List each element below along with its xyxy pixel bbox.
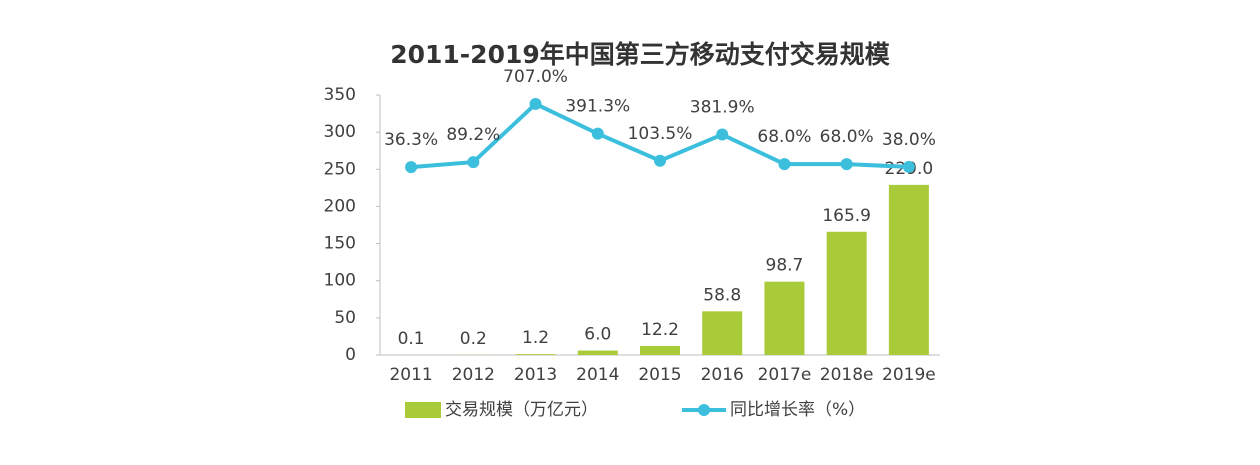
x-tick-label: 2015: [638, 365, 681, 385]
data-label: 12.2: [641, 320, 679, 340]
y-tick-label: 250: [324, 159, 356, 179]
data-label: 89.2%: [446, 125, 500, 145]
data-label: 68.0%: [820, 127, 874, 147]
data-label: 98.7: [766, 256, 804, 276]
data-label: 36.3%: [384, 130, 438, 150]
data-label: 6.0: [584, 325, 611, 345]
data-label: 165.9: [822, 206, 871, 226]
legend-swatch: [698, 404, 710, 416]
y-tick-label: 100: [324, 271, 356, 291]
data-label: 0.2: [460, 329, 487, 349]
line-point: [467, 156, 480, 169]
data-label: 0.1: [398, 329, 425, 349]
x-tick-label: 2013: [514, 365, 557, 385]
x-tick-label: 2019e: [882, 365, 936, 385]
y-tick-label: 0: [345, 345, 356, 365]
data-label: 58.8: [703, 285, 741, 305]
line-point: [716, 128, 729, 141]
line-point: [840, 158, 853, 171]
y-tick-label: 150: [324, 234, 356, 254]
x-tick-label: 2014: [576, 365, 619, 385]
legend-label: 交易规模（万亿元）: [445, 400, 598, 420]
x-tick-label: 2011: [389, 365, 432, 385]
bar: [577, 350, 618, 355]
line-point: [654, 154, 666, 167]
bar: [702, 311, 743, 355]
x-tick-label: 2018e: [820, 365, 874, 385]
bar: [764, 281, 805, 355]
chart-title: 2011-2019年中国第三方移动支付交易规模: [390, 40, 891, 69]
bar: [826, 231, 867, 355]
x-tick-label: 2016: [701, 365, 744, 385]
y-tick-label: 300: [324, 122, 356, 142]
y-tick-label: 350: [324, 85, 356, 105]
bar: [888, 184, 929, 355]
bar: [515, 354, 556, 355]
data-label: 381.9%: [690, 98, 755, 118]
line-point: [529, 97, 542, 110]
data-label: 38.0%: [882, 130, 936, 150]
line-point: [778, 158, 791, 171]
legend-swatch: [405, 402, 441, 418]
y-tick-label: 200: [324, 196, 356, 216]
x-tick-label: 2017e: [758, 365, 812, 385]
line-point: [405, 161, 418, 174]
data-label: 391.3%: [565, 97, 630, 117]
line-point: [902, 160, 915, 173]
x-tick-label: 2012: [452, 365, 495, 385]
legend-label: 同比增长率（%）: [730, 400, 865, 420]
data-label: 707.0%: [503, 67, 568, 87]
y-tick-label: 50: [334, 308, 356, 328]
data-label: 68.0%: [757, 127, 811, 147]
data-label: 1.2: [522, 328, 549, 348]
bar: [640, 345, 680, 355]
data-label: 103.5%: [628, 124, 693, 144]
line-point: [591, 127, 604, 140]
